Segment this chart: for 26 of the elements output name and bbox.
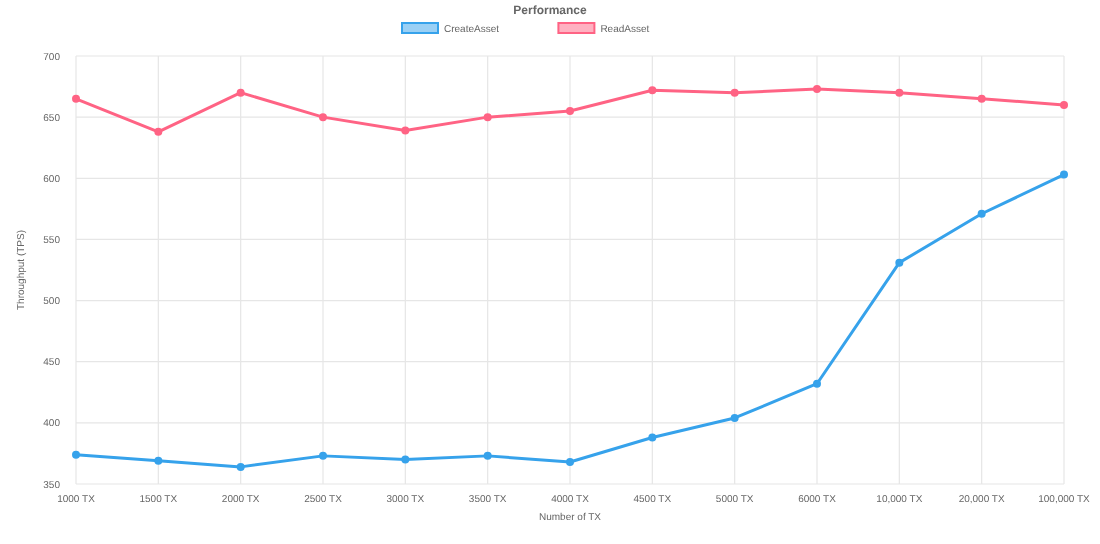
point (730, 88, 739, 97)
point (813, 85, 821, 94)
point (319, 113, 327, 122)
point (401, 455, 410, 464)
point (319, 451, 327, 460)
point (1060, 170, 1068, 179)
point (154, 127, 163, 136)
point (977, 94, 986, 103)
point (566, 457, 574, 466)
point (1060, 100, 1068, 109)
point (895, 258, 904, 267)
point (401, 126, 410, 135)
point (730, 413, 739, 422)
point (648, 86, 657, 95)
point (895, 88, 904, 97)
point (977, 209, 986, 218)
point (813, 379, 821, 388)
point (648, 433, 657, 442)
point (236, 88, 245, 97)
point (566, 107, 574, 116)
point (483, 451, 492, 460)
point (72, 450, 80, 459)
point (236, 462, 245, 471)
point (72, 94, 80, 103)
point (154, 456, 163, 465)
point (483, 113, 492, 122)
